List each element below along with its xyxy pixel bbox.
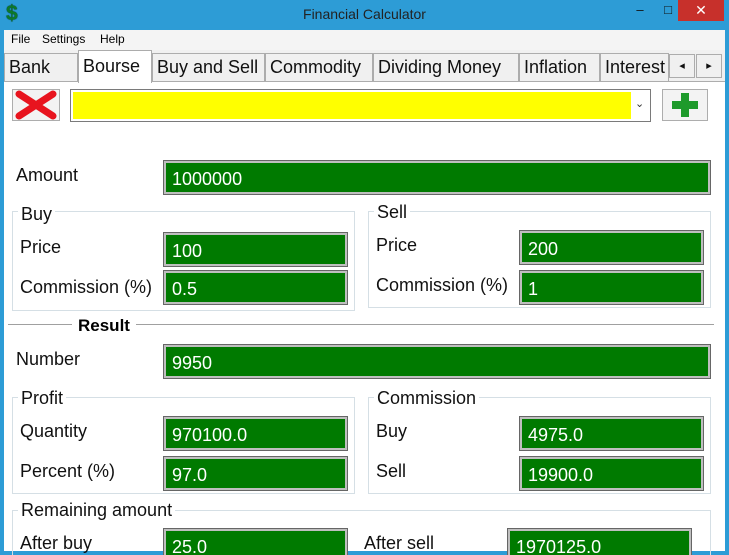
red-x-icon [15,90,57,120]
menu-file[interactable]: File [11,32,31,46]
tab-bank[interactable]: Bank [4,53,78,81]
sell-commission-field[interactable]: 1 [519,270,704,305]
percent-field[interactable]: 97.0 [163,456,348,491]
number-field[interactable]: 9950 [163,344,711,379]
tab-bourse[interactable]: Bourse [78,50,152,83]
tab-strip: Bank Bourse Buy and Sell Commodity Divid… [4,50,725,83]
green-plus-icon [672,93,698,117]
quantity-field[interactable]: 970100.0 [163,416,348,451]
window-client: File Settings Help Bank Bourse Buy and S… [4,30,725,555]
dollar-app-icon: $ [6,2,18,25]
tab-interest[interactable]: Interest [600,53,669,81]
result-divider [8,324,714,325]
add-button[interactable] [662,89,708,121]
remaining-amount-group [12,510,711,555]
commission-sell-label: Sell [376,461,407,481]
after-buy-field[interactable]: 25.0 [163,528,348,555]
menu-settings[interactable]: Settings [42,32,86,46]
delete-button[interactable] [12,89,60,121]
commission-buy-field[interactable]: 4975.0 [519,416,704,451]
percent-label: Percent (%) [20,461,116,481]
profit-group-title: Profit [18,388,67,409]
tab-scroll-right-button[interactable]: ▸ [696,54,722,78]
title-bar: $ Financial Calculator – □ ✕ [0,0,729,30]
after-buy-label: After buy [20,533,93,553]
sell-group [368,211,711,308]
quantity-label: Quantity [20,421,88,441]
amount-label: Amount [16,165,79,185]
tab-commodity[interactable]: Commodity [265,53,373,81]
buy-commission-field[interactable]: 0.5 [163,270,348,305]
tab-dividing-money[interactable]: Dividing Money [373,53,519,81]
number-label: Number [16,349,81,369]
commission-group-title: Commission [374,388,480,409]
commission-buy-label: Buy [376,421,408,441]
commission-sell-field[interactable]: 19900.0 [519,456,704,491]
tab-inflation[interactable]: Inflation [519,53,600,81]
buy-price-label: Price [20,237,62,257]
after-sell-label: After sell [364,533,435,553]
saved-calculation-dropdown[interactable]: ⌄ [70,89,651,122]
dropdown-value [73,92,631,119]
menu-bar: File Settings Help [4,30,725,50]
sell-price-field[interactable]: 200 [519,230,704,265]
buy-commission-label: Commission (%) [20,277,153,297]
minimize-button[interactable]: – [636,2,644,17]
chevron-down-icon: ⌄ [635,98,645,110]
sell-price-label: Price [376,235,418,255]
buy-group-title: Buy [18,204,56,225]
commission-group [368,397,711,494]
menu-help[interactable]: Help [100,32,125,46]
sell-commission-label: Commission (%) [376,275,509,295]
buy-price-field[interactable]: 100 [163,232,348,267]
amount-field[interactable]: 1000000 [163,160,711,195]
close-button[interactable]: ✕ [678,0,724,21]
after-sell-field[interactable]: 1970125.0 [507,528,692,555]
sell-group-title: Sell [374,202,411,223]
tab-scroll-left-button[interactable]: ◂ [669,54,695,78]
buy-group [12,211,355,311]
tab-buy-and-sell[interactable]: Buy and Sell [152,53,265,81]
window-title: Financial Calculator [303,6,426,22]
remaining-amount-title: Remaining amount [18,500,176,521]
result-title: Result [72,316,136,336]
profit-group [12,397,355,494]
bourse-panel: ⌄ Amount 1000000 Buy Price 100 Commissio… [4,82,725,555]
maximize-button[interactable]: □ [664,2,672,17]
